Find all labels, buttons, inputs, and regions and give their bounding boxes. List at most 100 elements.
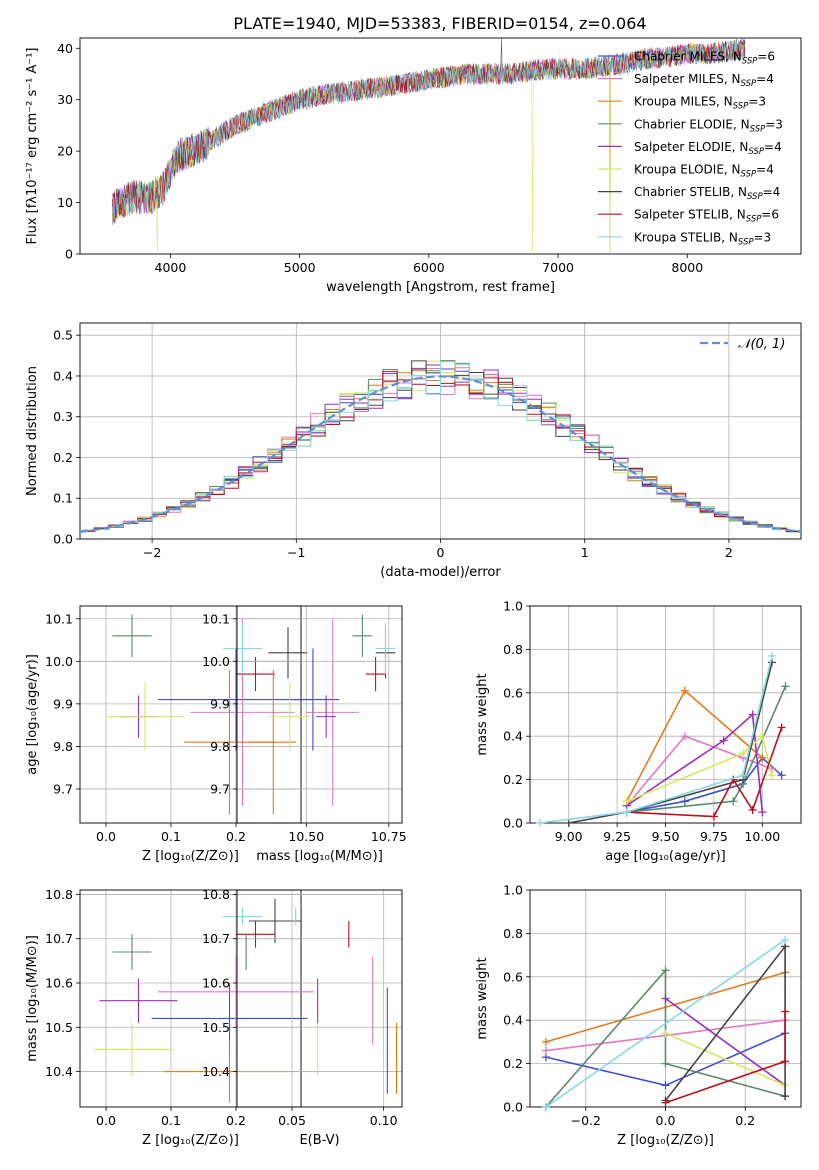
legend-entry: Kroupa ELODIE, NSSP=4 — [634, 163, 774, 180]
spectrum-axes: 4000 5000 6000 7000 8000 0 10 20 30 40 wavelength … — [25, 37, 802, 295]
weight-marker — [781, 935, 790, 944]
age-vs-mass-points — [250, 614, 396, 815]
plot-frame — [79, 37, 802, 255]
weight-marker — [661, 994, 670, 1003]
x-tick-label: 9.00 — [555, 829, 583, 844]
normal-reference-curve — [80, 375, 801, 533]
mass-vs-z-points — [93, 898, 314, 1103]
x-tick-label: 10.50 — [288, 829, 324, 844]
y-tick-label: 10.7 — [202, 931, 230, 946]
y-tick-label: 0.4 — [503, 1013, 523, 1028]
y-axis-label: mass [log₁₀(M/M⊙)] — [25, 935, 40, 1062]
y-tick-label: 10.0 — [202, 654, 230, 669]
legend-entry: Salpeter STELIB, NSSP=6 — [634, 208, 779, 225]
weight-series-line — [568, 662, 773, 824]
weight-marker — [680, 686, 689, 695]
y-tick-label: 0.0 — [53, 532, 73, 547]
x-tick-label: 0.10 — [370, 1113, 398, 1128]
y-tick-label: 0.2 — [503, 772, 523, 787]
legend-entry: Chabrier ELODIE, NSSP=3 — [634, 117, 783, 134]
legend-entry: Kroupa MILES, NSSP=3 — [634, 95, 766, 112]
x-axis-label: mass [log₁₀(M/M⊙)] — [256, 849, 383, 864]
weight-marker — [781, 1007, 790, 1016]
weight-series-line — [665, 1032, 786, 1087]
plot-frame — [79, 322, 802, 540]
x-tick-label: 0.0 — [96, 1113, 116, 1128]
x-axis-label: Z [log₁₀(Z/Z⊙)] — [617, 1133, 714, 1148]
weight-marker — [738, 749, 747, 758]
y-tick-label: 10.5 — [45, 1020, 73, 1035]
y-tick-label: 10.8 — [45, 887, 73, 902]
y-tick-label: 0.4 — [503, 729, 523, 744]
x-tick-label: 4000 — [155, 260, 187, 275]
weight-series-line — [626, 685, 787, 813]
plot-frame — [529, 605, 802, 824]
x-axis-label: (data-model)/error — [380, 565, 501, 580]
weight-series-line — [665, 1011, 786, 1104]
spectrum-line — [112, 40, 746, 218]
x-axis-label: age [log₁₀(age/yr)] — [605, 849, 726, 864]
y-tick-label: 0.2 — [503, 1056, 523, 1071]
y-tick-label: 9.9 — [210, 696, 230, 711]
y-tick-label: 10.1 — [45, 611, 73, 626]
y-tick-label: 0.5 — [53, 328, 73, 343]
weight-marker — [719, 736, 728, 745]
weight-marker — [622, 808, 631, 817]
x-tick-label: 5000 — [284, 260, 316, 275]
weight-marker — [729, 797, 738, 806]
residuals-axes: −2 −1 0 1 2 0.0 0.1 0.2 0.3 0.4 0.5 (data-model)/er… — [25, 322, 802, 580]
weight-series-line — [545, 968, 786, 1108]
mass-vs-ebv-points — [245, 907, 398, 1094]
weight-vs-z-series — [541, 935, 790, 1111]
x-tick-label: 0.2 — [735, 1113, 755, 1128]
weight-marker — [680, 797, 689, 806]
weight-marker — [781, 1057, 790, 1066]
y-axis-label: Flux [fλ10⁻¹⁷ erg cm⁻² s⁻¹ A⁻¹] — [25, 48, 40, 245]
y-tick-label: 10.6 — [202, 976, 230, 991]
plot-frame — [236, 605, 403, 824]
weight-series-line — [665, 997, 786, 1086]
weight-marker — [758, 808, 767, 817]
x-axis-label: E(B-V) — [299, 1133, 339, 1148]
y-tick-label: 0.0 — [503, 816, 523, 831]
weight-marker — [777, 723, 786, 732]
y-tick-label: 1.0 — [503, 599, 523, 614]
y-axis-label: mass weight — [475, 673, 490, 755]
y-tick-label: 10.5 — [202, 1020, 230, 1035]
weight-marker — [748, 805, 757, 814]
y-tick-label: 20 — [57, 144, 73, 159]
histogram-step — [80, 361, 801, 531]
y-tick-label: 0.6 — [503, 969, 523, 984]
x-tick-label: 9.25 — [603, 829, 631, 844]
y-tick-label: 10.4 — [45, 1064, 73, 1079]
y-tick-label: 30 — [57, 92, 73, 107]
weight-marker — [622, 797, 631, 806]
age-vs-z-axes: 0.0 0.1 0.2 9.7 9.8 9.9 10.0 10.1 Z [log₁₀(Z/Z⊙)… — [25, 605, 302, 864]
plot-frame — [236, 889, 403, 1108]
x-tick-label: 2 — [725, 545, 733, 560]
weight-vs-age-axes: 9.00 9.25 9.50 9.75 10.00 0.0 0.2 0.4 0.6 0.8 1.0 a… — [475, 599, 802, 864]
y-tick-label: 10.7 — [45, 931, 73, 946]
y-tick-label: 0.8 — [503, 642, 523, 657]
y-tick-label: 9.8 — [210, 739, 230, 754]
x-tick-label: 7000 — [542, 260, 574, 275]
plot-layer: 4000 5000 6000 7000 8000010203040wavelength … — [25, 37, 802, 1148]
x-axis-label: Z [log₁₀(Z/Z⊙)] — [142, 849, 239, 864]
x-tick-label: 10.00 — [744, 829, 780, 844]
weight-marker — [738, 771, 747, 780]
y-tick-label: 10.6 — [45, 976, 73, 991]
x-tick-label: −0.2 — [571, 1113, 601, 1128]
weight-series-line — [626, 712, 764, 813]
y-tick-label: 1.0 — [503, 883, 523, 898]
legend-entry: Kroupa STELIB, NSSP=3 — [634, 230, 771, 247]
weight-marker — [541, 1103, 550, 1111]
plot-frame — [79, 889, 302, 1108]
y-tick-label: 9.9 — [53, 696, 73, 711]
y-tick-label: 10.8 — [202, 887, 230, 902]
weight-marker — [777, 771, 786, 780]
mass-vs-z-axes: 0.0 0.1 0.2 10.4 10.5 10.6 10.7 10.8 Z [log₁₀(Z/… — [25, 887, 302, 1148]
reference-legend-label: 𝒩(0, 1) — [738, 337, 785, 352]
x-tick-label: 0.0 — [656, 1113, 676, 1128]
x-axis-label: wavelength [Angstrom, rest frame] — [326, 280, 555, 295]
